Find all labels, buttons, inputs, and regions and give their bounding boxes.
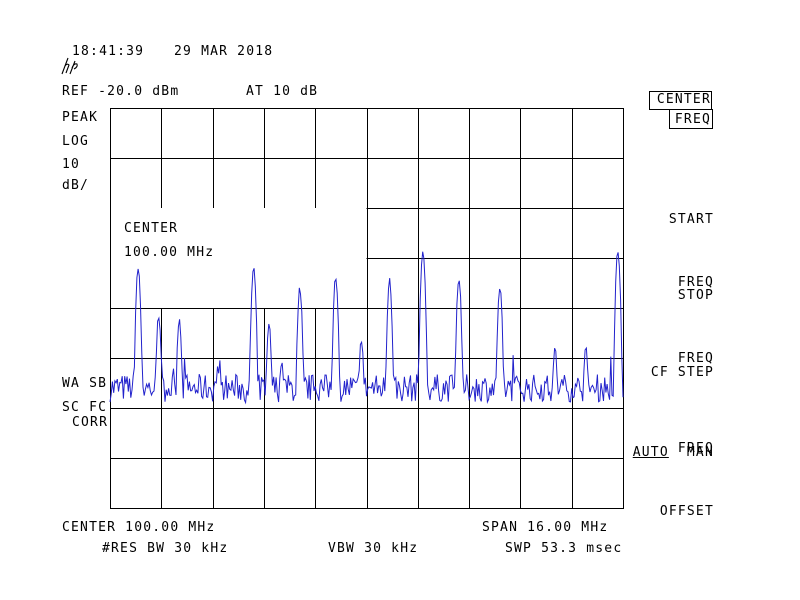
footer-video-bandwidth: VBW 30 kHz [328,541,419,556]
status-flag-wa-sb: WA SB [62,376,108,391]
scale-value: 10 [62,157,81,172]
center-box-value: 100.00 MHz [124,245,215,260]
start-freq-softkey[interactable]: START FREQ [669,170,714,313]
cf-step-auto-option: AUTO [632,445,669,460]
footer-sweep-time: SWP 53.3 msec [505,541,623,556]
footer-span: SPAN 16.00 MHz [482,520,609,535]
cf-step-softkey[interactable]: CF STEP AUTO MAN [597,323,714,503]
freq-offset-softkey[interactable]: FREQ OFFSET [660,399,714,542]
cf-step-softkey-label: CF STEP [650,365,714,380]
footer-resolution-bandwidth: #RES BW 30 kHz [102,541,229,556]
status-flag-sc-fc: SC FC [62,400,108,415]
center-freq-softkey-frame [649,91,712,110]
status-flag-corr: CORR [72,415,109,430]
reference-level: REF -20.0 dBm [62,84,180,99]
freq-offset-softkey-label-2: OFFSET [659,504,714,519]
clock-time: 18:41:39 [72,44,145,59]
clock-date: 29 MAR 2018 [174,44,274,59]
start-freq-softkey-label-2: FREQ [677,275,714,290]
stop-freq-softkey[interactable]: STOP FREQ [678,246,714,389]
spectrum-trace [109,251,624,405]
footer-center-frequency: CENTER 100.00 MHz [62,520,216,535]
cf-step-man-option: MAN [686,445,714,460]
start-freq-softkey-label-1: START [668,212,714,227]
center-box-frame [110,208,368,309]
center-freq-softkey-label-2: FREQ [674,112,711,127]
scale-type: LOG [62,134,90,149]
hp-logo-icon [61,57,78,75]
detector-mode: PEAK [62,110,99,125]
center-freq-softkey-label-1: CENTER [656,92,711,107]
freq-offset-softkey-label-1: FREQ [677,441,714,456]
attenuation: AT 10 dB [246,84,319,99]
center-freq-softkey-frame-lower [669,109,713,129]
stop-freq-softkey-label-2: FREQ [677,351,714,366]
center-freq-softkey[interactable]: CENTER FREQ [649,91,713,132]
stop-freq-softkey-label-1: STOP [677,288,714,303]
center-box-label: CENTER [124,221,179,236]
scale-unit: dB/ [62,178,90,193]
